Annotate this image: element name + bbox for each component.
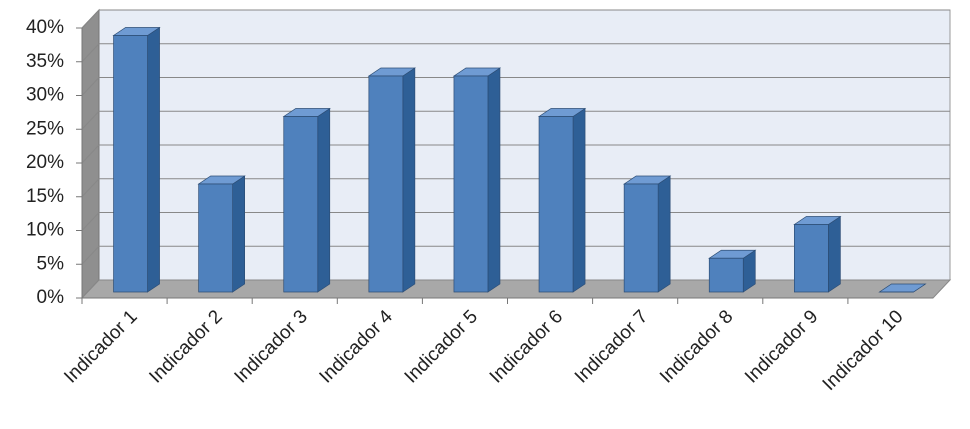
x-tick-label: Indicador 4 (316, 306, 398, 388)
x-tick-label: Indicador 6 (486, 306, 567, 387)
y-tick-label: 30% (26, 85, 64, 106)
bar (452, 67, 502, 293)
bar-face (283, 116, 319, 293)
bar-face (198, 183, 233, 293)
bar-face (453, 75, 489, 293)
y-tick-label: 20% (26, 152, 64, 173)
y-tick-label: 35% (26, 51, 64, 72)
bar-face (232, 175, 245, 293)
bar-face (317, 107, 331, 293)
y-tick-label: 10% (26, 220, 64, 241)
bar-face (113, 35, 148, 293)
bar-face (487, 67, 501, 293)
x-tick-label: Indicador 3 (231, 306, 312, 387)
bar-face (657, 175, 671, 293)
grid-line (81, 144, 100, 164)
bar-face (402, 67, 416, 293)
bar (367, 67, 417, 293)
x-tick-label: Indicador 10 (819, 306, 908, 395)
bar (878, 283, 927, 293)
y-tick-label: 15% (26, 186, 64, 207)
bar (537, 107, 587, 293)
bar (197, 175, 246, 293)
bar (282, 107, 331, 293)
x-tick-label: Indicador 7 (571, 306, 652, 387)
grid-line (81, 178, 100, 198)
grid-line (81, 77, 100, 96)
x-tick-label: Indicador 2 (145, 306, 226, 387)
bar-face (827, 215, 841, 293)
bar-face (623, 183, 659, 293)
y-tick-label: 25% (26, 118, 64, 139)
grid-line (81, 110, 100, 130)
bar (112, 26, 161, 293)
bar-face (708, 257, 744, 293)
bar-face (368, 75, 404, 293)
bar-face (538, 116, 574, 293)
y-tick-label: 40% (26, 17, 64, 38)
x-tick-label: Indicador 9 (741, 306, 822, 387)
x-tick-label: Indicador 1 (60, 306, 141, 387)
x-tick-label: Indicador 8 (656, 306, 737, 387)
bar-face (793, 224, 829, 293)
grid-line (81, 212, 100, 231)
y-tick-label: 5% (37, 253, 65, 274)
grid-line (81, 9, 100, 29)
bar (708, 249, 757, 293)
bar (622, 175, 672, 293)
bar-face (147, 26, 160, 293)
bar-face (572, 107, 586, 293)
bar (793, 215, 842, 293)
grid-line (81, 43, 100, 63)
x-tick-label: Indicador 5 (401, 306, 482, 387)
y-tick-label: 0% (37, 287, 65, 308)
grid-line (81, 245, 100, 265)
